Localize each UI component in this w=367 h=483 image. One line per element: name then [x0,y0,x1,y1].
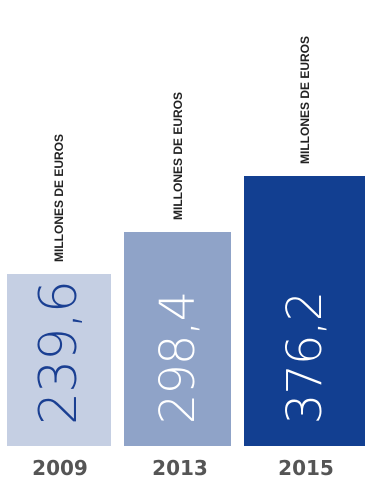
category-label-2009: 2009 [32,456,88,480]
bar-2015 [244,176,365,446]
value-label-2015: 376,2 [276,291,333,425]
bar-2009 [7,274,111,446]
unit-label-2009: MILLONES DE EUROS [52,134,67,263]
value-label-2009: 239,6 [28,281,89,426]
value-label-2013: 298,4 [149,291,206,425]
bar-2013 [124,232,231,446]
category-label-2013: 2013 [152,456,208,480]
category-label-2015: 2015 [278,456,334,480]
unit-label-2013: MILLONES DE EUROS [170,92,185,221]
unit-label-2015: MILLONES DE EUROS [297,36,312,165]
